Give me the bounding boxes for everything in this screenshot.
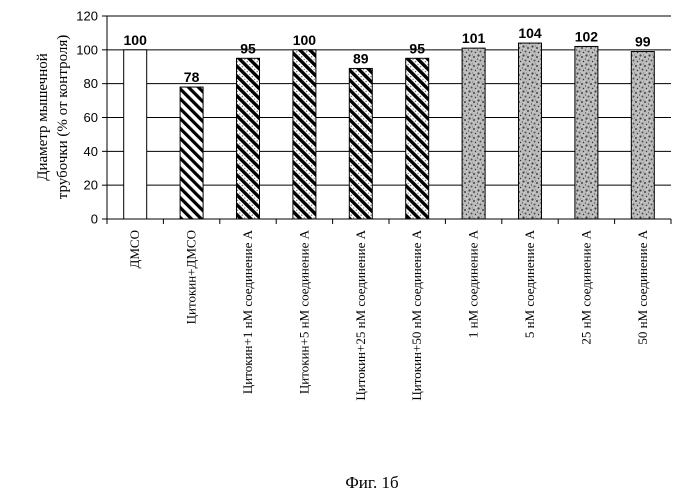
bar-4 (292, 49, 317, 220)
category-label-6: Цитокин+50 нМ соединение А (409, 229, 424, 400)
bar-3 (236, 57, 260, 220)
data-label-1: 100 (124, 32, 148, 48)
bar-5 (348, 67, 373, 220)
figure-caption: Фиг. 1б (345, 473, 398, 492)
bar-1 (123, 49, 148, 220)
bars (123, 42, 655, 220)
bar-6 (405, 57, 430, 220)
category-label-1: ДМСО (127, 230, 142, 269)
bar-7 (461, 47, 486, 220)
y-axis-title-line-1: Диаметр мышечной (35, 53, 51, 181)
data-label-10: 99 (635, 34, 651, 50)
data-label-9: 102 (575, 28, 599, 44)
bar-8 (518, 42, 542, 220)
y-tick-label-0: 0 (91, 212, 98, 227)
category-label-5: Цитокин+25 нМ соединение А (353, 229, 368, 400)
bar-10 (630, 51, 655, 220)
bar-9 (574, 45, 599, 220)
data-label-7: 101 (462, 30, 486, 46)
y-tick-label-120: 120 (76, 9, 98, 24)
y-axis-title-line-2: трубочки (% от контроля) (55, 35, 71, 200)
data-label-4: 100 (293, 32, 317, 48)
category-label-8: 5 нМ соединение А (522, 229, 537, 338)
y-tick-label-20: 20 (84, 178, 98, 193)
data-label-3: 95 (240, 40, 256, 56)
data-label-2: 78 (184, 69, 200, 85)
category-label-9: 25 нМ соединение А (578, 229, 593, 344)
category-labels: ДМСО Цитокин+ДМСО Цитокин+1 нМ соединение … (127, 229, 650, 400)
y-tick-label-80: 80 (84, 76, 98, 91)
data-label-8: 104 (518, 25, 542, 41)
y-tick-label-60: 60 (84, 110, 98, 125)
y-tick-label-100: 100 (76, 42, 98, 57)
data-labels: 100 78 95 100 89 95 101 104 102 99 (124, 25, 651, 85)
category-label-2: Цитокин+ДМСО (184, 230, 199, 324)
data-label-5: 89 (353, 50, 369, 66)
category-label-10: 50 нМ соединение А (635, 229, 650, 344)
bar-2 (179, 86, 204, 220)
category-label-4: Цитокин+5 нМ соединение А (296, 229, 311, 394)
y-tick-label-40: 40 (84, 144, 98, 159)
category-label-7: 1 нМ соединение А (466, 229, 481, 338)
data-label-6: 95 (409, 40, 425, 56)
category-label-3: Цитокин+1 нМ соединение А (240, 229, 255, 394)
